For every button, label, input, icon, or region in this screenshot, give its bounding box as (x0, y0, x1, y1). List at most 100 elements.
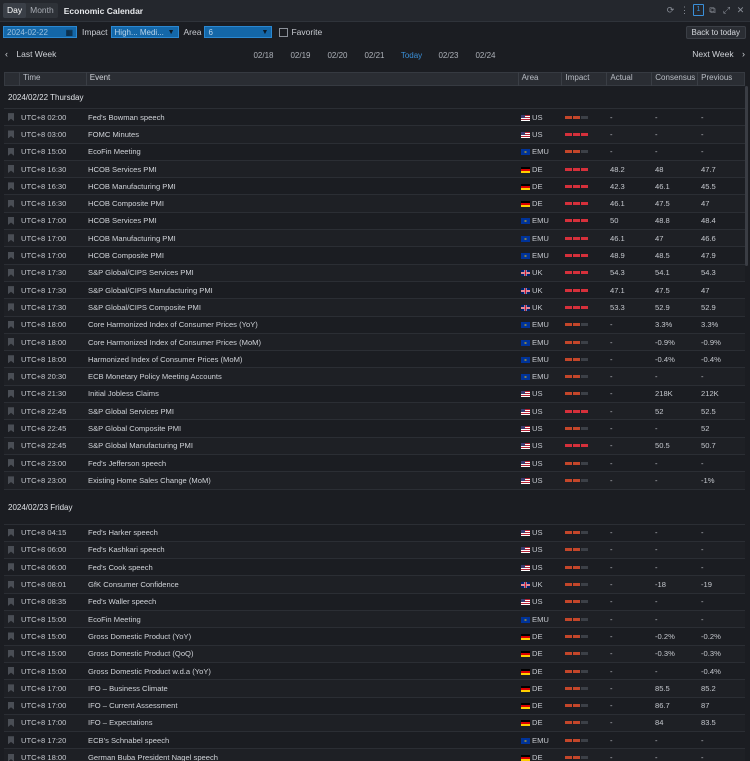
favorite-toggle[interactable] (4, 389, 18, 398)
day-tab[interactable]: 02/18 (253, 51, 274, 60)
day-tab[interactable]: 02/21 (364, 51, 385, 60)
table-row[interactable]: UTC+8 23:00 Existing Home Sales Change (M… (4, 472, 745, 490)
table-row[interactable]: UTC+8 22:45 S&P Global Manufacturing PMI U… (4, 437, 745, 455)
table-row[interactable]: UTC+8 08:35 Fed's Waller speech US - - - (4, 594, 745, 612)
favorite-toggle[interactable] (4, 286, 18, 295)
header-area[interactable]: Area (517, 72, 562, 86)
table-row[interactable]: UTC+8 15:00 Gross Domestic Product (YoY) D… (4, 628, 745, 646)
table-row[interactable]: UTC+8 16:30 HCOB Manufacturing PMI DE 42.3 4… (4, 178, 745, 196)
favorite-toggle[interactable] (4, 268, 18, 277)
table-row[interactable]: UTC+8 18:00 German Buba President Nagel s… (4, 749, 745, 761)
favorite-toggle[interactable] (4, 251, 18, 260)
event-name[interactable]: EcoFin Meeting (88, 614, 141, 624)
table-row[interactable]: UTC+8 06:00 Fed's Cook speech US - - - (4, 559, 745, 577)
event-name[interactable]: Fed's Kashkari speech (88, 545, 165, 555)
header-previous[interactable]: Previous (697, 72, 744, 86)
event-name[interactable]: IFO – Expectations (88, 718, 153, 728)
event-name[interactable]: HCOB Composite PMI (88, 199, 164, 209)
favorite-toggle[interactable] (4, 338, 18, 346)
event-name[interactable]: HCOB Composite PMI (88, 251, 164, 261)
favorite-toggle[interactable] (4, 718, 18, 727)
favorite-toggle[interactable] (4, 632, 18, 641)
favorite-toggle[interactable] (4, 320, 18, 329)
event-name[interactable]: ECB Monetary Policy Meeting Accounts (88, 372, 222, 382)
table-row[interactable]: UTC+8 15:00 Gross Domestic Product (QoQ) D… (4, 645, 745, 663)
favorite-toggle[interactable] (4, 147, 18, 156)
back-to-today-button[interactable]: Back to today (685, 26, 746, 39)
event-name[interactable]: IFO – Current Assessment (88, 701, 178, 711)
event-name[interactable]: Gross Domestic Product (QoQ) (88, 649, 194, 659)
favorite-toggle[interactable] (4, 580, 18, 589)
table-row[interactable]: UTC+8 22:45 S&P Global Services PMI US - 52 5… (4, 403, 745, 421)
event-name[interactable]: Fed's Bowman speech (88, 112, 165, 122)
table-row[interactable]: UTC+8 17:00 IFO – Expectations DE - 84 83.5 (4, 714, 745, 733)
favorite-toggle[interactable] (4, 199, 18, 208)
link-icon[interactable]: 1 (693, 4, 704, 16)
table-row[interactable]: UTC+8 18:00 Harmonized Index of Consumer … (4, 351, 745, 369)
table-row[interactable]: UTC+8 03:00 FOMC Minutes US - - - (4, 126, 745, 144)
next-week-button[interactable]: Next Week › (692, 49, 745, 59)
table-row[interactable]: UTC+8 17:30 S&P Global/CIPS Services PMI U… (4, 264, 745, 282)
more-icon[interactable]: ⋮ (680, 5, 689, 15)
table-row[interactable]: UTC+8 18:00 Core Harmonized Index of Cons… (4, 317, 745, 334)
popout-icon[interactable]: ⧉ (709, 5, 716, 15)
table-row[interactable]: UTC+8 17:00 HCOB Composite PMI EMU 48.9 48.5… (4, 247, 745, 265)
event-name[interactable]: German Buba President Nagel speech (88, 753, 219, 761)
header-time[interactable]: Time (18, 72, 86, 86)
table-row[interactable]: UTC+8 20:30 ECB Monetary Policy Meeting A… (4, 368, 745, 386)
favorite-toggle[interactable] (4, 441, 18, 450)
event-name[interactable]: HCOB Services PMI (88, 164, 157, 174)
table-row[interactable]: UTC+8 17:00 IFO – Business Climate DE - 85.5… (4, 680, 745, 698)
event-name[interactable]: S&P Global Composite PMI (88, 423, 182, 433)
event-name[interactable]: S&P Global/CIPS Composite PMI (88, 302, 201, 312)
favorite-toggle[interactable] (4, 216, 18, 225)
table-row[interactable]: UTC+8 17:00 HCOB Services PMI EMU 50 48.8 48.… (4, 213, 745, 231)
close-icon[interactable]: ✕ (736, 5, 745, 15)
favorite-toggle[interactable] (4, 303, 18, 312)
header-consensus[interactable]: Consensus (651, 72, 697, 86)
event-name[interactable]: Harmonized Index of Consumer Prices (MoM… (88, 354, 243, 364)
table-row[interactable]: UTC+8 15:00 EcoFin Meeting EMU - - - (4, 144, 745, 161)
event-name[interactable]: HCOB Manufacturing PMI (88, 233, 176, 243)
event-name[interactable]: S&P Global Manufacturing PMI (88, 441, 193, 451)
area-select[interactable]: 6 ▼ (204, 26, 273, 38)
table-row[interactable]: UTC+8 17:30 S&P Global/CIPS Manufacturing… (4, 282, 745, 300)
event-name[interactable]: S&P Global/CIPS Services PMI (88, 268, 194, 278)
favorite-toggle[interactable] (4, 476, 18, 485)
day-tab[interactable]: 02/20 (327, 51, 348, 60)
event-name[interactable]: ECB's Schnabel speech (88, 735, 170, 745)
maximize-icon[interactable]: ⤢ (722, 5, 731, 15)
favorite-toggle[interactable] (4, 234, 18, 243)
table-row[interactable]: UTC+8 17:00 IFO – Current Assessment DE - 86… (4, 698, 745, 715)
event-name[interactable]: Core Harmonized Index of Consumer Prices… (88, 337, 262, 347)
event-name[interactable]: Core Harmonized Index of Consumer Prices… (88, 320, 258, 330)
tab-day[interactable]: Day (3, 3, 27, 18)
event-name[interactable]: Fed's Jefferson speech (88, 458, 167, 468)
table-row[interactable]: UTC+8 16:30 HCOB Composite PMI DE 46.1 47.5 4… (4, 195, 745, 213)
event-name[interactable]: HCOB Manufacturing PMI (88, 181, 176, 191)
favorite-toggle[interactable] (4, 667, 18, 676)
event-name[interactable]: Existing Home Sales Change (MoM) (88, 475, 211, 485)
favorite-toggle[interactable] (4, 372, 18, 381)
day-tab[interactable]: Today (400, 51, 423, 60)
table-row[interactable]: UTC+8 17:00 HCOB Manufacturing PMI EMU 46.1… (4, 230, 745, 248)
table-row[interactable]: UTC+8 15:00 EcoFin Meeting EMU - - - (4, 611, 745, 629)
favorite-toggle[interactable] (4, 130, 18, 139)
event-name[interactable]: Gross Domestic Product (YoY) (88, 631, 192, 641)
favorite-toggle[interactable] (4, 407, 18, 416)
event-name[interactable]: Initial Jobless Claims (88, 389, 159, 399)
event-name[interactable]: FOMC Minutes (88, 129, 140, 139)
favorite-toggle[interactable] (4, 528, 18, 537)
day-tab[interactable]: 02/24 (475, 51, 496, 60)
favorite-checkbox[interactable] (279, 27, 289, 37)
event-name[interactable]: S&P Global/CIPS Manufacturing PMI (88, 285, 213, 295)
header-event[interactable]: Event (85, 72, 518, 86)
event-name[interactable]: S&P Global Services PMI (88, 406, 174, 416)
favorite-toggle[interactable] (4, 113, 18, 122)
table-row[interactable]: UTC+8 18:00 Core Harmonized Index of Cons… (4, 333, 745, 352)
favorite-toggle[interactable] (4, 615, 18, 624)
table-row[interactable]: UTC+8 06:00 Fed's Kashkari speech US - - - (4, 541, 745, 560)
table-row[interactable]: UTC+8 04:15 Fed's Harker speech US - - - (4, 525, 745, 542)
table-row[interactable]: UTC+8 17:30 S&P Global/CIPS Composite PMI… (4, 299, 745, 317)
table-row[interactable]: UTC+8 16:30 HCOB Services PMI DE 48.2 48 47.7 (4, 160, 745, 179)
